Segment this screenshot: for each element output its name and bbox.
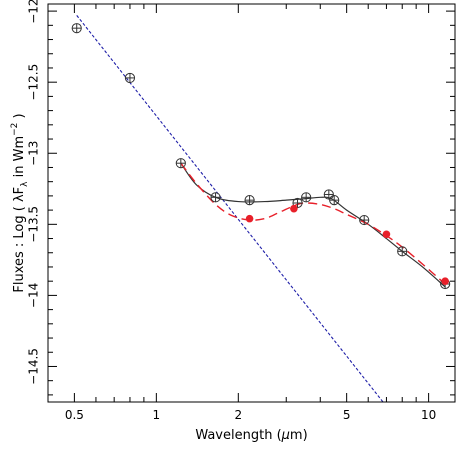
model-line-blue	[76, 15, 384, 402]
data-point-open	[244, 195, 255, 206]
data-point-filled	[290, 204, 298, 213]
x-tick-label: 2	[234, 408, 242, 422]
data-point-open	[71, 23, 82, 34]
x-tick-label: 5	[343, 408, 351, 422]
y-tick-label: −13	[27, 141, 41, 166]
y-tick-label: −14	[27, 283, 41, 308]
y-axis-title: Fluxes : Log ( λFλ in Wm−2 )	[10, 113, 30, 292]
data-point-open	[210, 192, 221, 203]
data-point-open	[329, 195, 340, 206]
ticks-layer: 0.5 1 2 5 10 −12 −12.5 −13 −13.5 −14 −14.5	[27, 0, 455, 422]
y-title-f: F	[12, 187, 27, 194]
model-line-red	[180, 162, 446, 285]
data-point-open	[301, 192, 312, 203]
data-point-filled	[441, 277, 449, 285]
x-tick-label: 0.5	[65, 408, 84, 422]
data-point-filled	[382, 230, 391, 239]
y-title-mid: in Wm	[12, 136, 27, 182]
data-point-open	[175, 158, 186, 169]
marks-layer	[71, 15, 451, 402]
data-point-open	[124, 72, 136, 84]
y-tick-label: −14.5	[27, 348, 41, 385]
x-axis-title: Wavelength (μm)	[195, 428, 307, 443]
plot-frame	[47, 3, 456, 403]
y-tick-label: −12.5	[27, 64, 41, 101]
y-title-lambda: λ	[12, 194, 27, 202]
y-title-end: )	[12, 113, 27, 122]
data-point-filled	[245, 214, 254, 223]
y-tick-label: −12	[27, 0, 41, 24]
data-point-open	[397, 246, 408, 257]
y-title-prefix: Fluxes : Log (	[12, 202, 27, 293]
x-tick-label: 1	[153, 408, 161, 422]
y-title-sup: −2	[10, 123, 20, 136]
data-point-open	[359, 214, 370, 226]
x-title-greek: μ	[281, 428, 290, 443]
data-point-open	[323, 189, 334, 200]
x-title-suffix: m)	[290, 428, 308, 443]
x-tick-label: 10	[421, 408, 436, 422]
model-line-black	[180, 162, 446, 288]
y-tick-label: −13.5	[27, 206, 41, 243]
x-title-prefix: Wavelength (	[195, 428, 281, 443]
y-title-sub: λ	[20, 181, 30, 187]
